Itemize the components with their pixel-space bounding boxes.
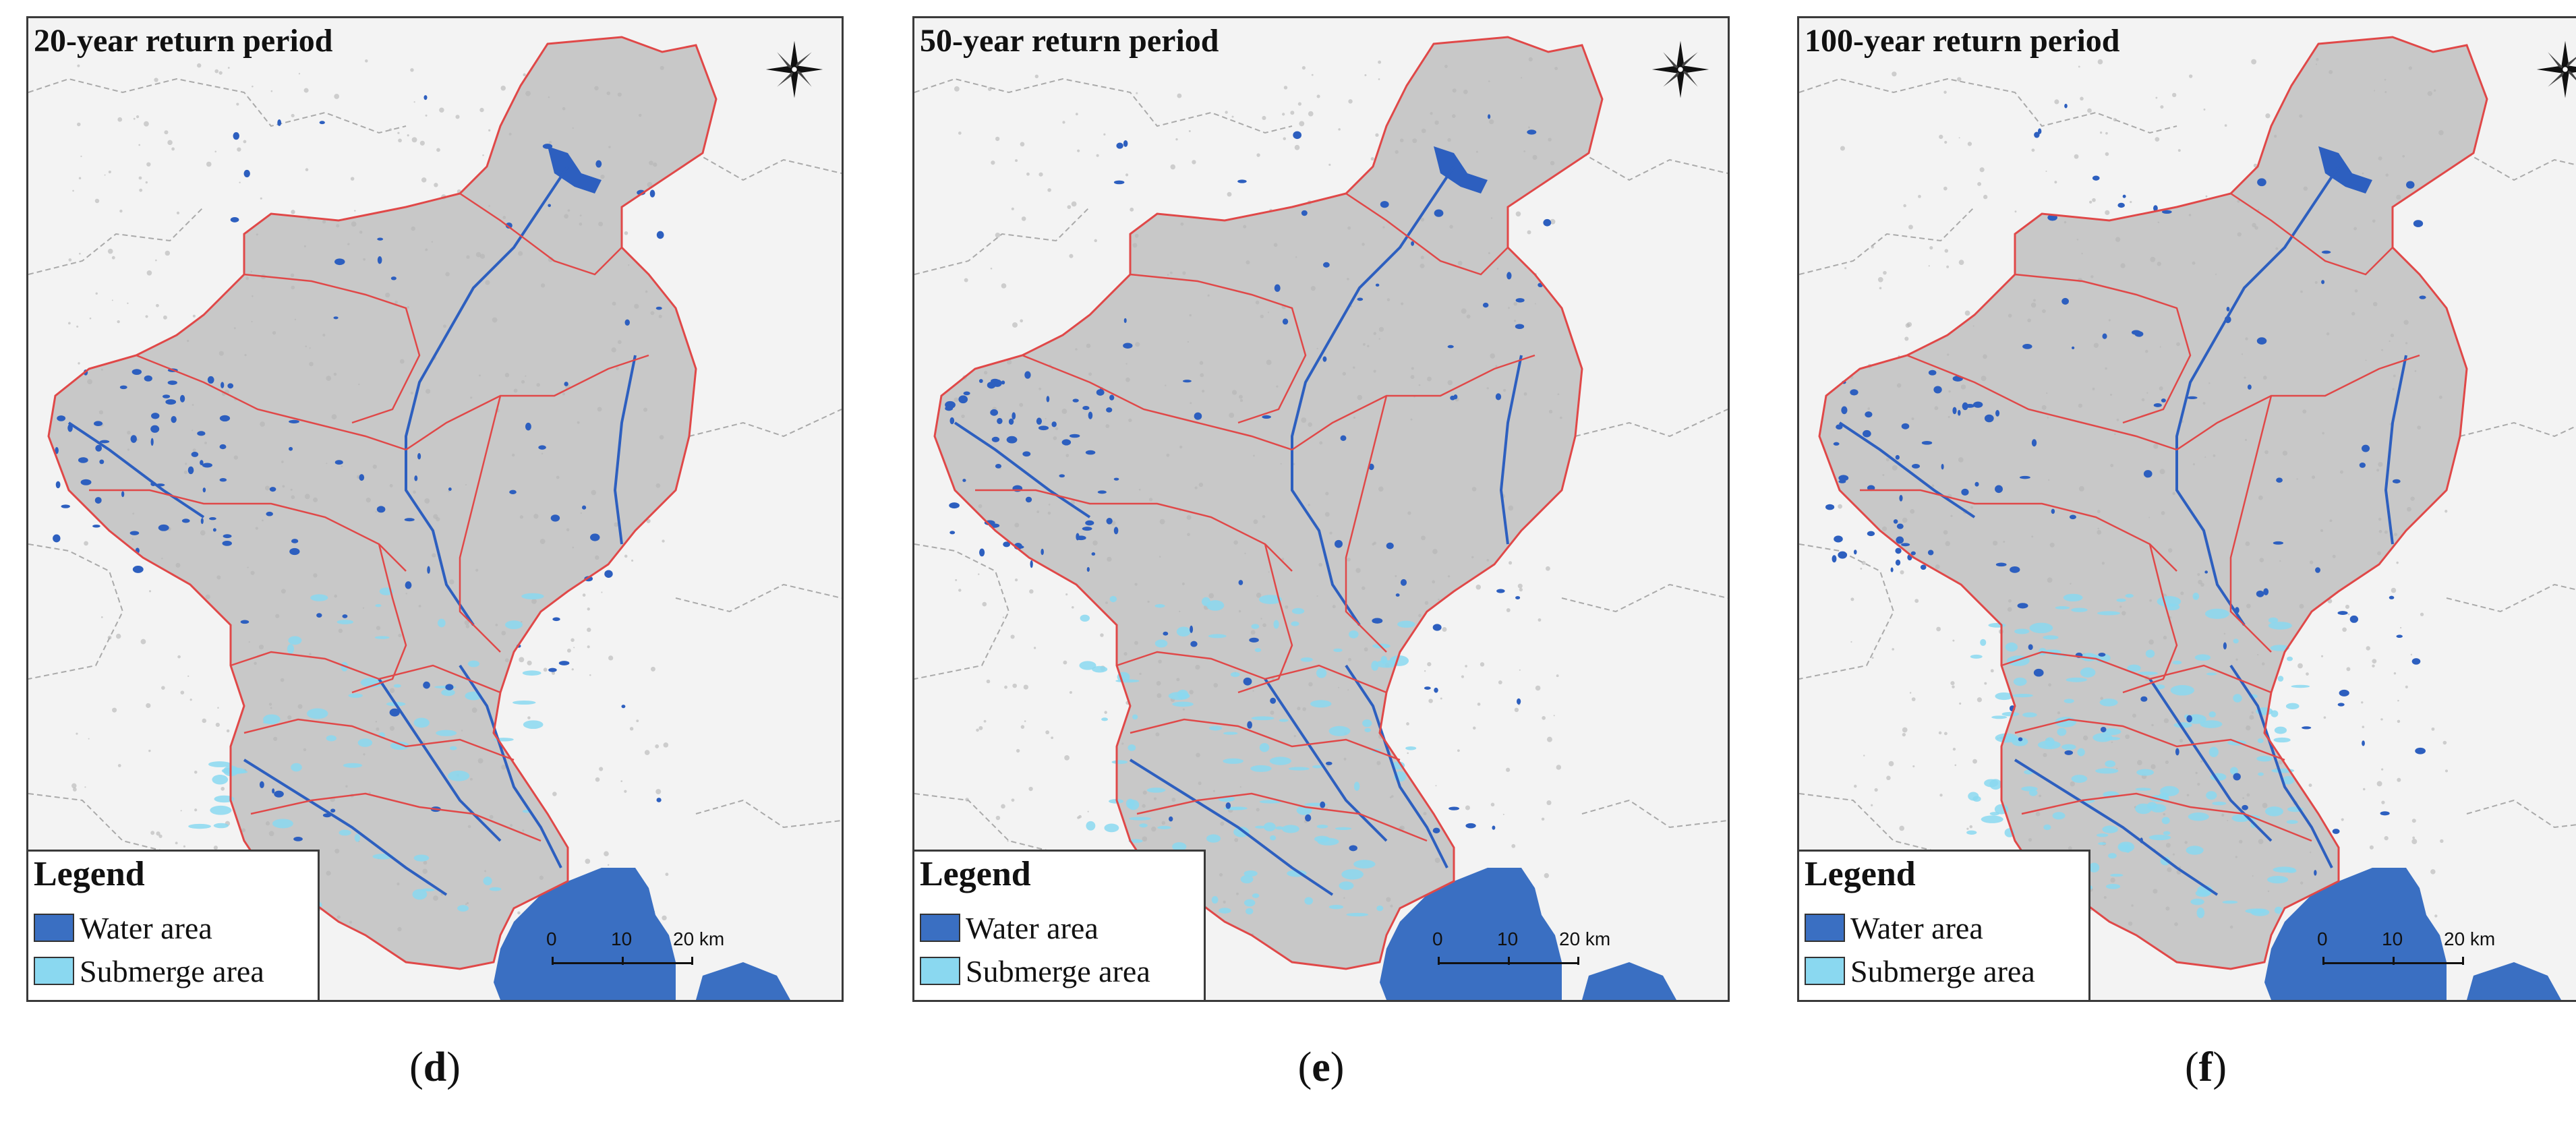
scale-tick-label: 10 [611, 928, 633, 949]
water-swatch [1805, 914, 1845, 942]
scale-tick [1508, 957, 1510, 965]
caption-letter: f [2198, 1044, 2213, 1090]
map-canvas-f [1799, 18, 2576, 1000]
legend-label: Submerge area [1850, 953, 2035, 988]
panel-title: 20-year return period [34, 23, 333, 59]
legend-title: Legend [34, 855, 145, 893]
scale-tick [2462, 957, 2464, 965]
caption-letter: d [423, 1044, 447, 1090]
scale-tick-label: 20 km [1559, 928, 1611, 949]
scale-tick [1577, 957, 1579, 965]
caption-letter: e [1312, 1044, 1330, 1090]
caption-paren: ( [2185, 1044, 2199, 1090]
legend-item-water: Water area [1805, 908, 1983, 947]
map-canvas-d [28, 18, 842, 1000]
caption-paren: ( [409, 1044, 423, 1090]
caption-paren: ) [446, 1044, 461, 1090]
scale-tick [2393, 957, 2395, 965]
scale-bar: 0 10 20 km [546, 928, 754, 976]
scale-tick-label: 0 [546, 928, 557, 949]
legend-label: Submerge area [966, 953, 1150, 988]
scale-tick-label: 0 [1432, 928, 1443, 949]
scale-tick-label: 10 [1497, 928, 1519, 949]
scale-bar: 0 10 20 km [1432, 928, 1640, 976]
map-panel-d: 20-year return period Legend Water area … [26, 16, 844, 1002]
water-swatch [920, 914, 960, 942]
caption-f: (f) [2138, 1044, 2273, 1092]
caption-d: (d) [368, 1044, 502, 1092]
water-swatch [34, 914, 74, 942]
scale-bar: 0 10 20 km [2317, 928, 2525, 976]
scale-tick [2322, 957, 2324, 965]
north-arrow-compass-icon [2536, 40, 2576, 98]
scale-tick-label: 20 km [2444, 928, 2496, 949]
caption-paren: ( [1297, 1044, 1312, 1090]
map-panel-e: 50-year return period Legend Water area … [912, 16, 1730, 1002]
submerge-swatch [920, 957, 960, 985]
north-arrow-compass-icon [1651, 40, 1709, 98]
legend-title: Legend [1805, 855, 1916, 893]
legend-label: Water area [80, 910, 212, 945]
scale-tick-label: 0 [2317, 928, 2328, 949]
north-arrow-compass-icon [765, 40, 823, 98]
submerge-swatch [1805, 957, 1845, 985]
caption-paren: ) [2213, 1044, 2227, 1090]
legend-label: Submerge area [80, 953, 264, 988]
submerge-swatch [34, 957, 74, 985]
legend: Legend Water area Submerge area [914, 850, 1206, 1000]
legend-label: Water area [966, 910, 1099, 945]
legend-title: Legend [920, 855, 1031, 893]
map-canvas-e [914, 18, 1728, 1000]
legend-item-submerge: Submerge area [34, 951, 264, 990]
map-panel-f: 100-year return period Legend Water area… [1797, 16, 2576, 1002]
scale-tick [1438, 957, 1440, 965]
scale-tick-label: 20 km [673, 928, 725, 949]
legend-item-water: Water area [34, 908, 212, 947]
caption-paren: ) [1330, 1044, 1345, 1090]
legend-item-submerge: Submerge area [1805, 951, 2035, 990]
legend: Legend Water area Submerge area [28, 850, 320, 1000]
legend: Legend Water area Submerge area [1799, 850, 2090, 1000]
scale-tick [622, 957, 624, 965]
legend-label: Water area [1850, 910, 1983, 945]
scale-tick [691, 957, 693, 965]
legend-item-submerge: Submerge area [920, 951, 1150, 990]
legend-item-water: Water area [920, 908, 1099, 947]
caption-e: (e) [1254, 1044, 1388, 1092]
scale-tick-label: 10 [2382, 928, 2403, 949]
scale-tick [552, 957, 554, 965]
panel-title: 100-year return period [1805, 23, 2120, 59]
panel-title: 50-year return period [920, 23, 1219, 59]
